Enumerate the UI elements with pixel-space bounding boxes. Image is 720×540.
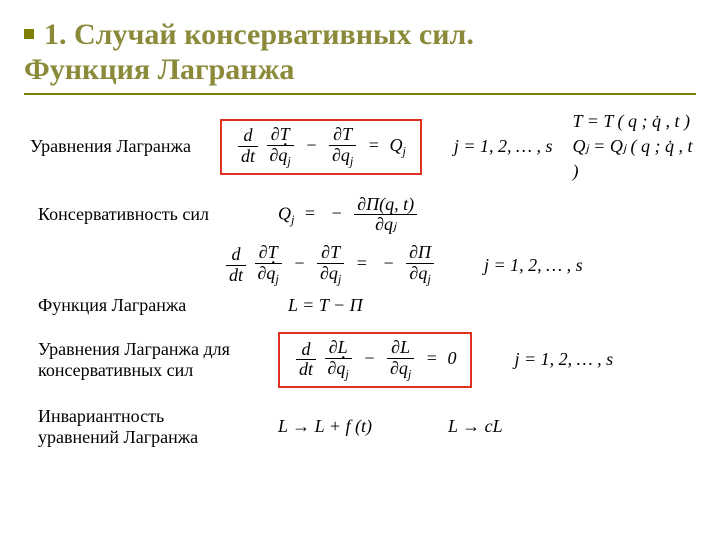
- eq-invariance-2: L → cL: [448, 416, 503, 437]
- slide-title: 1. Случай консервативных сил. Функция Ла…: [24, 18, 696, 87]
- label-lagrange-eq: Уравнения Лагранжа: [30, 136, 220, 157]
- label-lagrange-fn: Функция Лагранжа: [38, 295, 288, 316]
- row-expanded-conservative: d dt ∂T ∂qj − ∂T ∂qj = − ∂Π ∂qj j = 1, 2…: [224, 243, 696, 287]
- label-lagrange-conservative: Уравнения Лагранжа для консервативных си…: [38, 339, 278, 381]
- side-T-def: T = T ( q ; q̇ , t ): [573, 109, 696, 134]
- frac-dPi-dq: ∂Π(q, t) ∂qⱼ: [354, 195, 417, 236]
- index-range-2: j = 1, 2, … , s: [484, 255, 583, 276]
- title-underline: [24, 93, 696, 95]
- side-Q-def: Qⱼ = Qⱼ ( q ; q̇ , t ): [573, 134, 696, 184]
- label-invariance: Инвариантность уравнений Лагранжа: [38, 406, 278, 448]
- boxed-eq-2: d dt ∂L ∂qj − ∂L ∂qj = 0: [278, 332, 472, 388]
- row-conservative: Консервативность сил Qj = − ∂Π(q, t) ∂qⱼ: [38, 195, 696, 236]
- title-line2: Функция Лагранжа: [24, 53, 294, 86]
- title-number: 1.: [44, 18, 67, 51]
- frac-dT-dqdot-1: ∂T ∂qj: [267, 125, 294, 169]
- frac-ddt-1: d dt: [238, 126, 258, 167]
- eq-conservative-Q: Qj = − ∂Π(q, t) ∂qⱼ: [278, 195, 419, 236]
- title-line1: Случай консервативных сил.: [67, 18, 474, 51]
- row-lagrange-fn: Функция Лагранжа L = T − Π: [38, 295, 696, 316]
- eq-expanded: d dt ∂T ∂qj − ∂T ∂qj = − ∂Π ∂qj: [224, 243, 436, 287]
- boxed-eq-1: d dt ∂T ∂qj − ∂T ∂qj = Qj: [220, 119, 422, 175]
- index-range-3: j = 1, 2, … , s: [514, 349, 613, 370]
- side-definitions: T = T ( q ; q̇ , t ) Qⱼ = Qⱼ ( q ; q̇ , …: [573, 109, 696, 185]
- title-bullet-icon: [24, 29, 34, 39]
- row-lagrange-eq: Уравнения Лагранжа d dt ∂T ∂qj − ∂T ∂qj …: [30, 109, 696, 185]
- label-conservative: Консервативность сил: [38, 204, 278, 225]
- eq-invariance-1: L → L + f (t): [278, 416, 448, 437]
- frac-dT-dq-1: ∂T ∂qj: [329, 125, 356, 169]
- eq-L-def: L = T − Π: [288, 295, 363, 316]
- slide: 1. Случай консервативных сил. Функция Ла…: [0, 0, 720, 540]
- row-lagrange-conservative: Уравнения Лагранжа для консервативных си…: [38, 332, 696, 388]
- index-range-1: j = 1, 2, … , s: [454, 136, 553, 157]
- row-invariance: Инвариантность уравнений Лагранжа L → L …: [38, 406, 696, 448]
